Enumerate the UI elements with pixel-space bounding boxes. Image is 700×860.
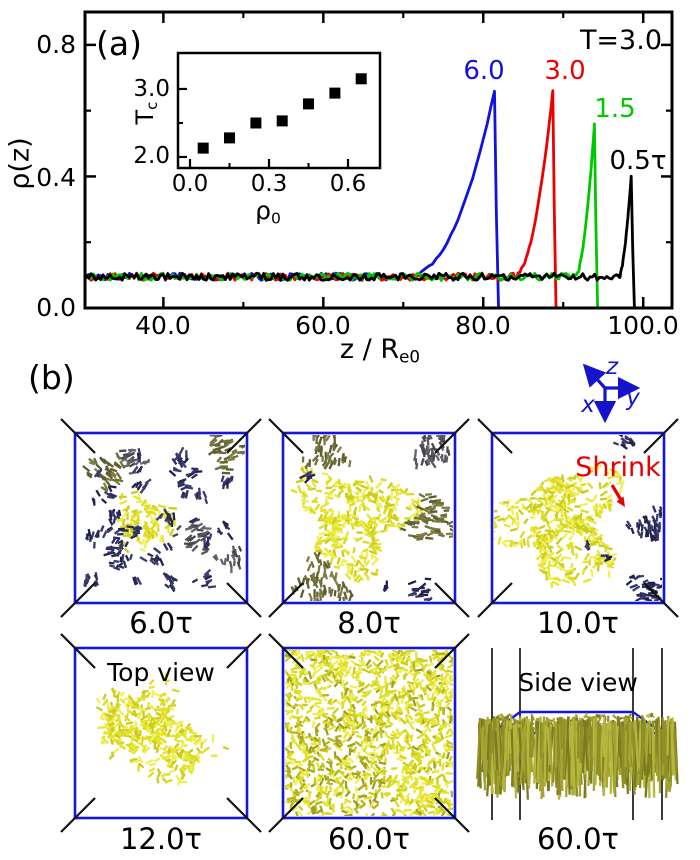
inset-x-axis-label: ρ0 bbox=[238, 196, 298, 227]
sim-box-60.0tau-side bbox=[475, 648, 679, 822]
curve-label-1.5: 1.5 bbox=[594, 94, 636, 124]
inset-xlabel-main: ρ bbox=[255, 196, 271, 225]
inset-data-point bbox=[276, 115, 288, 127]
time-label-12.0tau: 12.0τ bbox=[119, 822, 203, 856]
x-tick-60: 60.0 bbox=[295, 311, 351, 340]
x-axis-label-main: z / R bbox=[339, 334, 400, 365]
top-view-label: Top view bbox=[107, 658, 215, 687]
inset-x-tick-0.0: 0.0 bbox=[171, 171, 209, 197]
inset-y-tick-2.0: 2.0 bbox=[133, 143, 170, 169]
axis-triad: z y x bbox=[580, 354, 641, 424]
inset-data-point bbox=[224, 132, 235, 144]
density-profile-plot bbox=[83, 10, 674, 310]
x-axis-label: z / Re0 bbox=[290, 334, 470, 367]
density-curve-0.5τ bbox=[84, 174, 636, 309]
inset-frame bbox=[176, 51, 382, 170]
inset-data-point bbox=[197, 142, 209, 154]
shrink-annotation: Shrink bbox=[575, 452, 661, 483]
x-tick-80: 80.0 bbox=[455, 311, 511, 340]
time-label-8.0tau: 8.0τ bbox=[337, 606, 401, 640]
side-view-label: Side view bbox=[518, 668, 638, 697]
panel-b-label: (b) bbox=[28, 358, 75, 397]
inset-data-point bbox=[355, 73, 367, 85]
triad-z-label: z bbox=[605, 354, 619, 380]
x-axis-label-sub: e0 bbox=[399, 346, 421, 367]
sim-box-12.0tau bbox=[60, 633, 262, 833]
inset-xlabel-sub: 0 bbox=[271, 209, 281, 228]
y-tick-0.8: 0.8 bbox=[36, 30, 76, 59]
sim-box-60.0tau bbox=[268, 633, 470, 833]
inset-y-tick-3.0: 3.0 bbox=[133, 76, 170, 102]
curve-label-0.5t: 0.5τ bbox=[609, 146, 667, 176]
plot-frame bbox=[83, 10, 674, 310]
inset-x-tick-0.6: 0.6 bbox=[329, 171, 367, 197]
x-tick-40: 40.0 bbox=[135, 311, 191, 340]
inset-ylabel-main: T bbox=[130, 109, 159, 125]
panel-a-label: (a) bbox=[96, 24, 142, 63]
inset-data-point bbox=[303, 98, 314, 110]
curve-label-3.0: 3.0 bbox=[544, 56, 586, 86]
y-tick-0.0: 0.0 bbox=[36, 293, 76, 322]
inset-data-point bbox=[329, 87, 341, 99]
sim-box-10.0tau bbox=[477, 418, 679, 618]
inset-data-point bbox=[250, 117, 262, 129]
triad-x-label: x bbox=[580, 392, 595, 418]
curve-label-6.0: 6.0 bbox=[463, 56, 505, 86]
sim-box-8.0tau bbox=[268, 418, 470, 618]
inset-ylabel-sub: c bbox=[143, 101, 162, 110]
temperature-annotation: T=3.0 bbox=[579, 25, 662, 56]
triad-y-label: y bbox=[625, 385, 640, 411]
inset-y-axis-label: Tc bbox=[131, 85, 161, 141]
time-label-10.0tau: 10.0τ bbox=[536, 606, 620, 640]
x-tick-100: 100.0 bbox=[607, 311, 679, 340]
inset-x-tick-0.3: 0.3 bbox=[250, 171, 288, 197]
time-label-60.0tau: 60.0τ bbox=[327, 822, 411, 856]
z-axis-arrow bbox=[582, 363, 607, 390]
time-label-6.0tau: 6.0τ bbox=[129, 606, 193, 640]
y-tick-0.4: 0.4 bbox=[36, 163, 76, 192]
time-label-60.0tau-side: 60.0τ bbox=[536, 822, 620, 856]
sim-box-6.0tau bbox=[60, 418, 262, 618]
